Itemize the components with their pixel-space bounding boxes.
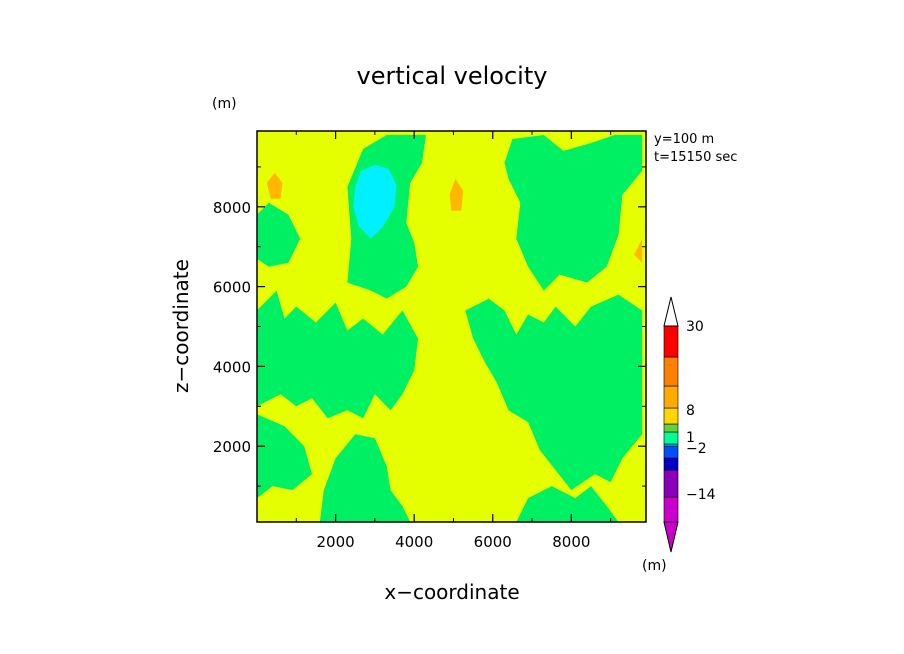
contour-region-updraft-bottom-right [516,486,619,522]
annotation-y-position: y=100 m [654,132,714,147]
colorbar-unit: (m) [642,558,667,574]
contour-region-updraft-left-lower [257,414,312,499]
contour-regions [257,135,643,522]
y-axis-label: z−coordinate [169,259,193,393]
annotation-time: t=15150 sec [654,150,737,165]
colorbar-segment [663,496,679,523]
plot-area [256,130,647,523]
colorbar-segment [663,445,679,459]
colorbar-segment [663,325,679,358]
x-tick-label: 8000 [552,533,590,551]
colorbar-segment [663,469,679,498]
x-axis-label: x−coordinate [384,580,519,604]
y-tick-label: 8000 [213,199,251,217]
colorbar-tick-label: 30 [686,319,704,335]
contour-region-warm-patch-left [266,172,283,199]
colorbar-segment [663,356,679,387]
contour-region-updraft-right-top [504,135,643,291]
contour-region-warm-patch-right [634,238,643,263]
colorbar [663,296,679,553]
colorbar-lower-arrow [663,521,679,553]
colorbar-tick-label: −2 [686,441,707,457]
y-tick-label: 6000 [213,279,251,297]
y-tick-label: 2000 [213,438,251,456]
contour-region-updraft-left-top [257,202,301,267]
contour-region-updraft-left-middle [257,290,419,419]
colorbar-segment [663,423,679,433]
colorbar-tick-label: 1 [686,430,695,446]
x-tick-label: 2000 [316,533,354,551]
colorbar-upper-arrow [663,296,679,327]
x-tick-label: 4000 [395,533,433,551]
x-tick-label: 6000 [474,533,512,551]
colorbar-segment [663,457,679,471]
chart-title: vertical velocity [357,62,548,90]
colorbar-tick-labels: 30 8 1−2 −14 [686,319,716,503]
y-tick-label: 4000 [213,358,251,376]
contour-region-warm-patch-center [449,178,464,211]
contour-region-updraft-center-right [465,294,643,491]
y-axis-unit: (m) [212,96,237,112]
colorbar-segment [663,431,679,445]
x-axis-ticks: 2000 4000 6000 8000 [295,131,612,551]
colorbar-segment [663,385,679,409]
y-axis-ticks: 2000 4000 6000 8000 [213,166,646,487]
contour-region-downdraft-cyan [353,164,397,239]
colorbar-segment [663,407,679,425]
colorbar-tick-label: 8 [686,403,695,419]
colorbar-tick-label: −14 [686,487,716,503]
contour-region-updraft-bottom-center [319,434,411,522]
